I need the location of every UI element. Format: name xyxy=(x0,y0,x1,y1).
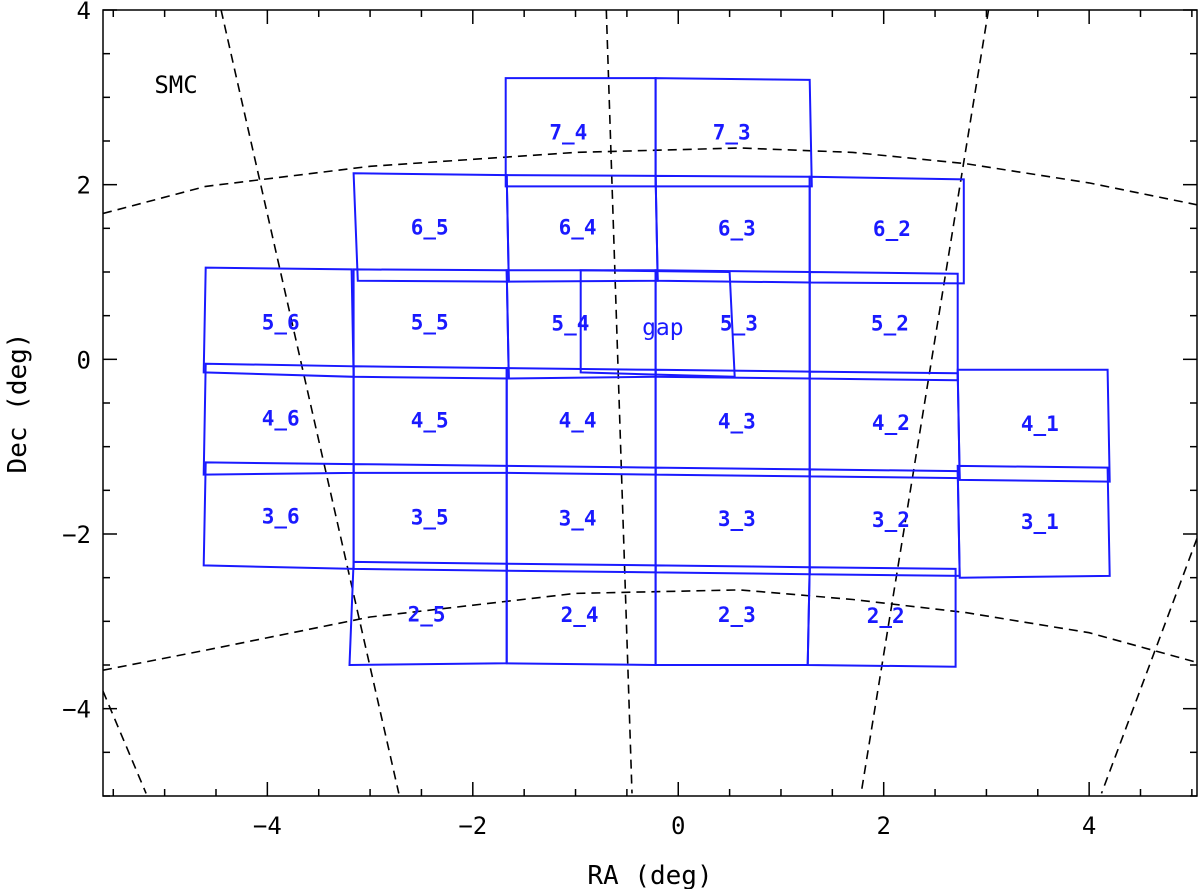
field-label-4_5: 4_5 xyxy=(411,409,449,433)
field-label-3_2: 3_2 xyxy=(872,508,910,532)
grid-line-2 xyxy=(103,589,1197,671)
field-label-4_1: 4_1 xyxy=(1021,412,1059,436)
y-axis-label: Dec (deg) xyxy=(3,333,33,474)
y-tick-label: 2 xyxy=(77,172,91,200)
field-label-5_4: 5_4 xyxy=(551,312,589,336)
field-label-3_4: 3_4 xyxy=(559,506,597,530)
field-outline-7_3 xyxy=(654,77,813,188)
field-label-5_3: 5_3 xyxy=(720,312,758,336)
field-label-5_5: 5_5 xyxy=(411,311,449,335)
field-label-3_1: 3_1 xyxy=(1021,510,1059,534)
gap-annotation: gap xyxy=(642,315,684,341)
field-label-4_6: 4_6 xyxy=(262,407,300,431)
field-label-7_3: 7_3 xyxy=(713,120,751,144)
x-axis-label: RA (deg) xyxy=(587,861,712,889)
field-labels: 7_4 7_3 6_5 6_4 6_3 6_2 5_6 5_5 5_4 5_3 5_2 4_6 4_5 4… xyxy=(262,120,1059,628)
field-label-3_5: 3_5 xyxy=(411,505,449,529)
field-label-3_6: 3_6 xyxy=(262,505,300,529)
field-label-4_2: 4_2 xyxy=(872,411,910,435)
field-outline-3_1 xyxy=(956,464,1111,579)
field-label-6_4: 6_4 xyxy=(559,216,597,240)
field-label-6_3: 6_3 xyxy=(718,216,756,240)
axis-tick-labels: −4 −2 0 2 4 −4 −2 0 2 4 xyxy=(62,0,1096,840)
x-tick-label: 0 xyxy=(671,812,685,840)
y-tick-label: 4 xyxy=(77,0,91,25)
field-label-5_6: 5_6 xyxy=(262,311,300,335)
x-tick-label: −4 xyxy=(253,812,282,840)
y-tick-label: −4 xyxy=(62,696,91,724)
grid-line-1 xyxy=(103,147,1197,215)
grid-line-3 xyxy=(220,10,400,794)
field-outline-4_1 xyxy=(956,368,1111,483)
field-label-6_5: 6_5 xyxy=(411,216,449,240)
field-label-4_4: 4_4 xyxy=(559,409,597,433)
field-label-2_4: 2_4 xyxy=(561,603,599,627)
y-tick-label: 0 xyxy=(77,346,91,374)
field-label-4_3: 4_3 xyxy=(718,409,756,433)
field-label-2_2: 2_2 xyxy=(867,604,905,628)
x-tick-label: −2 xyxy=(458,812,487,840)
grid-line-6 xyxy=(103,690,147,794)
grid-line-7 xyxy=(1100,538,1197,794)
field-label-7_4: 7_4 xyxy=(549,120,587,144)
y-tick-label: −2 xyxy=(62,521,91,549)
field-outline-gap-outline xyxy=(579,269,736,378)
field-label-2_5: 2_5 xyxy=(408,602,446,626)
plot-frame xyxy=(102,9,1198,797)
grid-line-4 xyxy=(605,10,633,794)
field-label-5_2: 5_2 xyxy=(871,312,909,336)
coordinate-grid xyxy=(103,10,1197,794)
field-outlines xyxy=(202,77,1111,668)
x-tick-label: 4 xyxy=(1082,812,1096,840)
field-label-6_2: 6_2 xyxy=(873,217,911,241)
grid-line-5 xyxy=(860,10,990,794)
field-label-3_3: 3_3 xyxy=(718,507,756,531)
smc-annotation: SMC xyxy=(154,71,197,99)
field-label-2_3: 2_3 xyxy=(718,603,756,627)
field-outline-2_2 xyxy=(806,566,957,668)
x-tick-label: 2 xyxy=(876,812,890,840)
field-outline-6_2 xyxy=(808,175,965,285)
axis-ticks xyxy=(103,9,1197,797)
